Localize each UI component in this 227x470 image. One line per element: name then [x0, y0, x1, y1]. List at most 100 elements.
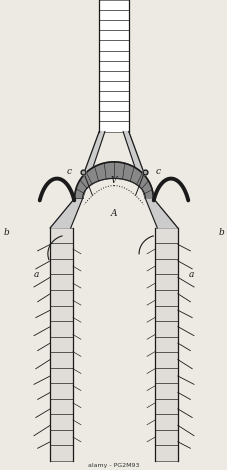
Bar [154, 383, 177, 399]
Polygon shape [105, 163, 107, 179]
Text: c: c [67, 167, 72, 176]
Polygon shape [116, 162, 118, 179]
Polygon shape [97, 165, 101, 180]
Bar [154, 321, 177, 337]
Polygon shape [116, 162, 117, 179]
Polygon shape [88, 170, 94, 183]
Polygon shape [87, 171, 93, 184]
Polygon shape [74, 132, 104, 198]
Polygon shape [142, 183, 150, 191]
Polygon shape [129, 167, 134, 181]
Polygon shape [98, 164, 102, 180]
Polygon shape [80, 179, 87, 188]
Polygon shape [79, 181, 86, 189]
Polygon shape [74, 194, 83, 196]
Polygon shape [74, 196, 82, 197]
Polygon shape [141, 181, 148, 189]
Polygon shape [137, 174, 143, 185]
Polygon shape [106, 163, 108, 179]
Polygon shape [126, 165, 130, 180]
Polygon shape [140, 178, 147, 188]
Bar [50, 274, 73, 290]
Polygon shape [85, 173, 91, 185]
Polygon shape [94, 166, 99, 181]
Polygon shape [112, 162, 113, 179]
Polygon shape [109, 162, 111, 179]
Polygon shape [75, 191, 83, 195]
Polygon shape [141, 182, 149, 190]
Polygon shape [115, 162, 116, 179]
Polygon shape [138, 176, 145, 187]
Bar [99, 121, 128, 132]
Polygon shape [143, 187, 151, 193]
Polygon shape [119, 163, 121, 179]
Polygon shape [133, 170, 139, 183]
Bar [50, 243, 73, 259]
Polygon shape [142, 184, 150, 191]
Polygon shape [84, 174, 90, 185]
Polygon shape [124, 164, 127, 180]
Polygon shape [120, 163, 122, 179]
Polygon shape [127, 166, 132, 180]
Polygon shape [145, 195, 153, 197]
Bar [99, 101, 128, 111]
Polygon shape [85, 172, 91, 185]
Polygon shape [144, 194, 153, 196]
Text: b: b [217, 228, 223, 237]
Polygon shape [136, 173, 142, 185]
Polygon shape [76, 187, 84, 193]
Polygon shape [131, 168, 136, 182]
Bar [154, 337, 177, 352]
Polygon shape [77, 184, 85, 191]
Polygon shape [117, 162, 119, 179]
Bar [50, 399, 73, 414]
Bar [154, 228, 177, 243]
Polygon shape [142, 182, 149, 190]
Polygon shape [113, 162, 114, 179]
Polygon shape [78, 182, 85, 190]
Polygon shape [143, 186, 151, 192]
Bar [154, 290, 177, 306]
Polygon shape [144, 191, 152, 195]
Polygon shape [132, 169, 137, 182]
Polygon shape [103, 163, 106, 179]
Polygon shape [50, 198, 82, 228]
Bar [154, 306, 177, 321]
Polygon shape [107, 162, 109, 179]
Bar [50, 321, 73, 337]
Bar [50, 306, 73, 321]
Polygon shape [111, 162, 112, 179]
Bar [99, 81, 128, 91]
Polygon shape [74, 197, 82, 198]
Polygon shape [122, 163, 125, 179]
Polygon shape [104, 163, 106, 179]
Polygon shape [90, 169, 95, 182]
Polygon shape [89, 169, 95, 183]
Bar [50, 414, 73, 430]
Polygon shape [121, 163, 123, 179]
Polygon shape [118, 162, 120, 179]
Bar [99, 0, 128, 10]
Polygon shape [125, 164, 129, 180]
Polygon shape [114, 162, 115, 179]
Text: a: a [188, 270, 193, 280]
Polygon shape [75, 193, 83, 196]
Polygon shape [99, 164, 103, 180]
Bar [50, 445, 73, 461]
Polygon shape [145, 198, 177, 228]
Bar [99, 10, 128, 20]
Polygon shape [123, 164, 126, 180]
Polygon shape [127, 165, 131, 180]
Polygon shape [121, 163, 124, 179]
Polygon shape [137, 174, 144, 186]
Polygon shape [77, 185, 84, 192]
Polygon shape [75, 190, 83, 194]
Polygon shape [75, 189, 83, 194]
Polygon shape [130, 168, 136, 182]
Polygon shape [76, 186, 84, 192]
Polygon shape [123, 132, 153, 198]
Polygon shape [108, 162, 110, 179]
Bar [154, 445, 177, 461]
Polygon shape [132, 169, 138, 183]
Polygon shape [83, 174, 90, 186]
